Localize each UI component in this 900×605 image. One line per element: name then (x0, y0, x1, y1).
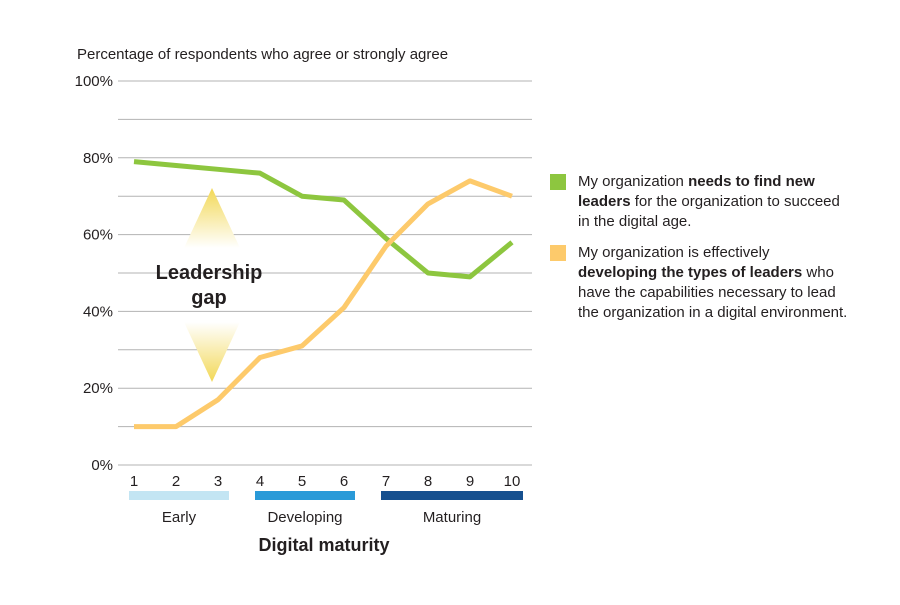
gap-label-line1: Leadership (156, 262, 263, 284)
maturity-bar-maturing (381, 491, 523, 500)
x-tick-label: 5 (298, 473, 306, 490)
y-tick-label: 20% (83, 380, 113, 397)
x-tick-label: 10 (504, 473, 521, 490)
y-axis-title: Percentage of respondents who agree or s… (77, 46, 449, 63)
legend-text: My organization is effectively developin… (578, 244, 848, 321)
x-tick-label: 8 (424, 473, 432, 490)
y-tick-label: 60% (83, 227, 113, 244)
leadership-gap-annotation: Leadership gap (156, 188, 263, 382)
series-lines (133, 159, 514, 430)
y-tick-label: 80% (83, 150, 113, 167)
x-tick-label: 2 (172, 473, 180, 490)
gridlines (118, 80, 532, 466)
legend-swatch-green (550, 174, 566, 190)
maturity-groups: Early Developing Maturing (129, 491, 523, 526)
x-tick-label: 4 (256, 473, 264, 490)
legend-text: My organization needs to find new leader… (578, 173, 840, 230)
x-axis: 1 2 3 4 5 6 7 8 9 10 (130, 473, 521, 490)
maturity-label: Developing (267, 509, 342, 526)
gap-label-line2: gap (191, 287, 227, 309)
y-axis: 0% 20% 40% 60% 80% 100% (75, 73, 113, 474)
series-line-find_new_leaders (133, 159, 514, 280)
maturity-label: Early (162, 509, 197, 526)
x-tick-label: 3 (214, 473, 222, 490)
x-tick-label: 6 (340, 473, 348, 490)
maturity-label: Maturing (423, 509, 481, 526)
x-tick-label: 7 (382, 473, 390, 490)
gap-arrow-up (184, 188, 240, 248)
y-tick-label: 0% (91, 457, 113, 474)
x-axis-title: Digital maturity (258, 535, 389, 555)
x-tick-label: 9 (466, 473, 474, 490)
maturity-bar-developing (255, 491, 355, 500)
legend-swatch-yellow (550, 245, 566, 261)
x-tick-label: 1 (130, 473, 138, 490)
y-tick-label: 100% (75, 73, 113, 90)
y-tick-label: 40% (83, 303, 113, 320)
maturity-bar-early (129, 491, 229, 500)
gap-arrow-down (184, 322, 240, 382)
series-line-developing_leaders (134, 178, 513, 430)
